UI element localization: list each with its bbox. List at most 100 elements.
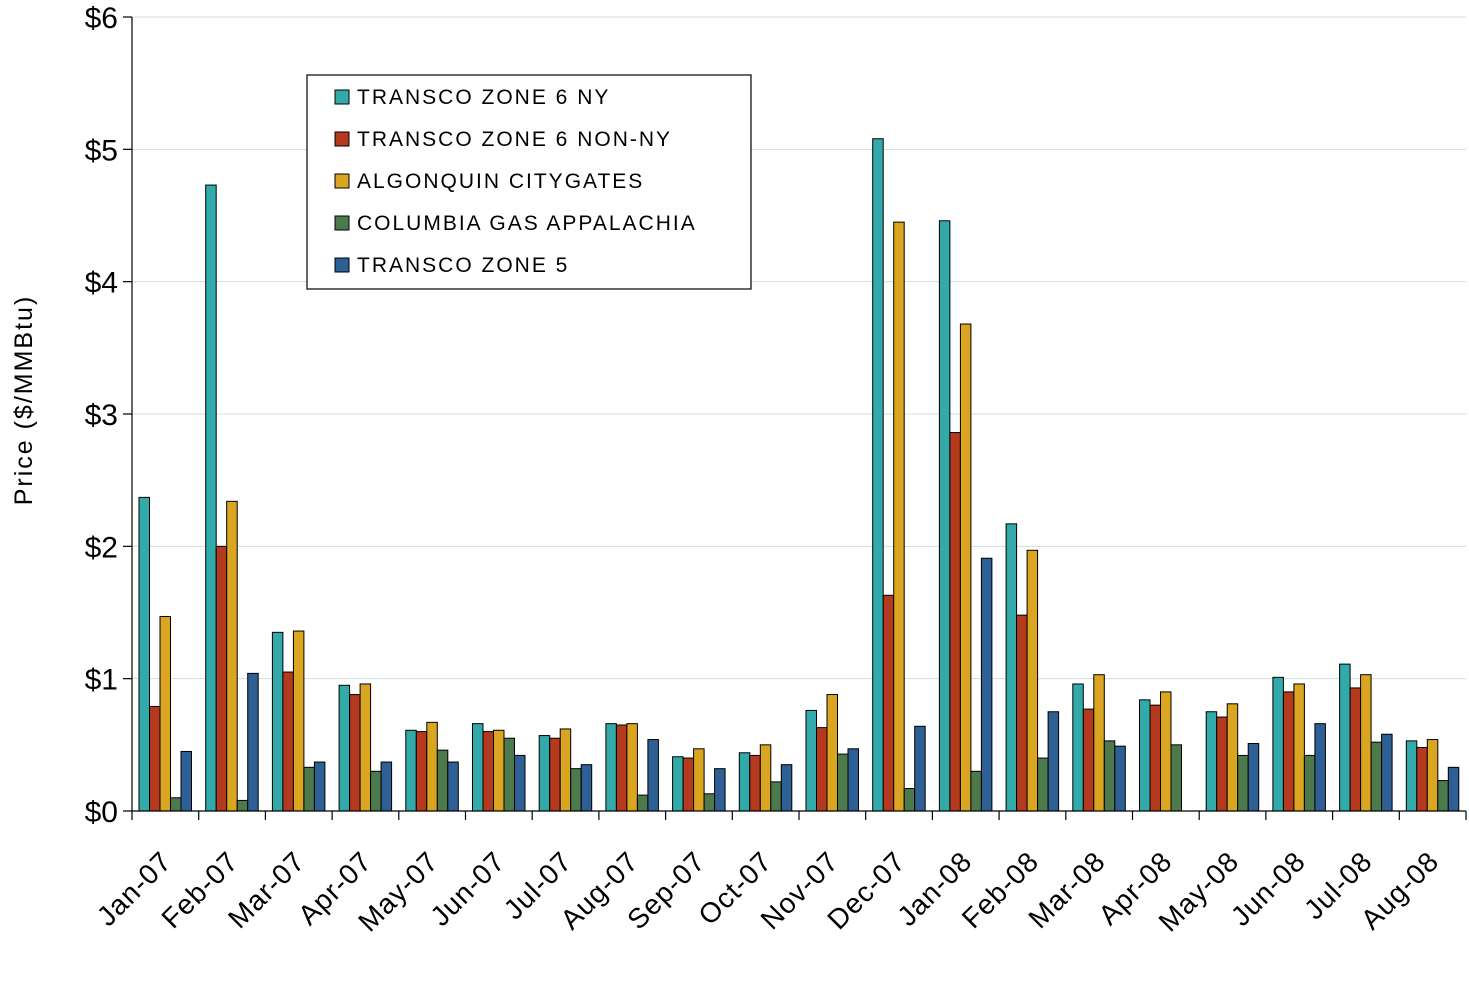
bar	[482, 731, 494, 812]
bar	[1139, 699, 1151, 812]
bar	[903, 788, 916, 812]
bar	[226, 500, 238, 812]
bar	[472, 723, 484, 812]
bar	[1103, 740, 1116, 812]
bar	[1405, 740, 1418, 812]
bar	[1293, 683, 1305, 812]
bars	[138, 138, 1460, 812]
axes	[123, 16, 1467, 820]
bar	[1303, 754, 1316, 812]
bar	[893, 221, 905, 812]
bar	[1072, 683, 1084, 812]
y-tick-label: $3	[85, 399, 118, 432]
bar	[738, 752, 751, 812]
bar	[1360, 674, 1372, 812]
bar	[1282, 691, 1295, 812]
bar	[1047, 711, 1060, 812]
legend-label: ALGONQUIN CITYGATES	[357, 170, 644, 193]
bar	[1216, 716, 1228, 812]
bar	[714, 768, 726, 812]
bar	[626, 723, 638, 812]
x-tick-label: Jun-07	[424, 845, 511, 932]
bar	[1416, 746, 1428, 812]
y-tick-label: $4	[85, 267, 118, 300]
bar	[847, 748, 859, 812]
bar	[1037, 757, 1049, 812]
bar	[359, 683, 372, 812]
bar	[138, 496, 150, 812]
bar	[338, 684, 351, 812]
bar	[1349, 687, 1362, 812]
bar	[205, 184, 217, 812]
y-tick-label: $2	[85, 531, 118, 564]
bar	[693, 748, 705, 812]
bar	[980, 557, 993, 812]
bar	[1237, 754, 1249, 812]
bar	[271, 631, 284, 812]
bar	[636, 794, 649, 812]
y-axis-title: Price ($/MMBtu)	[10, 295, 38, 506]
bar	[1381, 733, 1393, 812]
bar	[837, 753, 849, 812]
legend-label: COLUMBIA GAS APPALACHIA	[357, 212, 697, 235]
bar	[805, 709, 817, 812]
bar	[180, 750, 192, 812]
bar	[503, 737, 515, 812]
legend-swatch	[334, 173, 350, 189]
bar	[1314, 723, 1326, 812]
bar	[1093, 674, 1105, 812]
bar	[1437, 780, 1449, 812]
bar	[759, 744, 772, 812]
bar	[549, 737, 561, 812]
bar	[415, 731, 428, 812]
bar	[159, 615, 171, 812]
bar	[605, 723, 617, 812]
bar	[914, 725, 926, 812]
bar	[215, 545, 228, 812]
bar	[826, 694, 838, 812]
bar	[770, 781, 782, 812]
bar	[313, 761, 326, 812]
bar	[405, 729, 417, 812]
bar	[938, 220, 951, 812]
bar	[703, 793, 716, 812]
bar	[882, 594, 895, 812]
bar	[247, 672, 259, 812]
bar	[1426, 739, 1439, 812]
legend-label: TRANSCO ZONE 5	[357, 254, 569, 277]
bar	[872, 138, 884, 812]
y-tick-label: $5	[85, 134, 118, 167]
bar	[1026, 549, 1039, 812]
bar	[1016, 614, 1028, 812]
bar	[447, 761, 459, 812]
bar	[538, 735, 551, 812]
bar	[970, 770, 982, 812]
y-tick-labels: $0 $1 $2 $3 $4 $5 $6	[85, 2, 118, 829]
bar	[672, 756, 684, 812]
bar	[647, 739, 659, 812]
x-tick-labels: Jan-07Feb-07Mar-07Apr-07May-07Jun-07Jul-…	[91, 845, 1445, 937]
bar	[749, 754, 761, 812]
legend-swatch	[334, 89, 350, 105]
bar	[303, 766, 315, 812]
y-tick-label: $6	[85, 2, 118, 35]
bar	[615, 724, 628, 812]
legend-label: TRANSCO ZONE 6 NY	[357, 86, 610, 109]
y-tick-label: $1	[85, 664, 118, 697]
bar	[349, 694, 361, 812]
bar	[570, 768, 582, 812]
bar	[426, 721, 438, 812]
bar	[1370, 741, 1383, 812]
legend-swatch	[334, 131, 350, 147]
bar	[959, 323, 972, 812]
bar	[780, 764, 793, 812]
x-tick-label: Jun-08	[1225, 845, 1312, 932]
bar	[816, 727, 828, 812]
bar	[1272, 676, 1284, 812]
bar	[559, 728, 572, 812]
bar	[1339, 663, 1351, 812]
bar	[149, 705, 161, 812]
bar	[1005, 523, 1018, 812]
legend-swatch	[334, 215, 350, 231]
